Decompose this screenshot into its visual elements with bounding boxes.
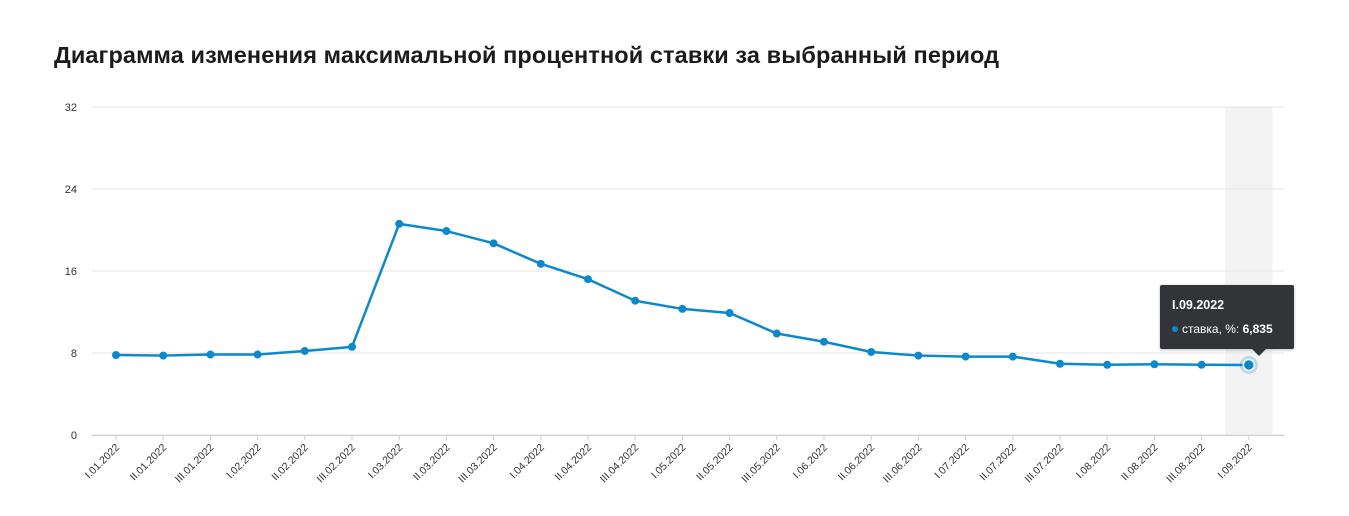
y-tick-label: 32 [65, 102, 77, 114]
data-point [489, 239, 498, 248]
data-point [678, 304, 687, 313]
data-point [631, 296, 640, 305]
data-point [584, 275, 592, 284]
data-point [253, 350, 262, 359]
x-tick-label: II.07.2022 [977, 442, 1019, 484]
x-tick-label: II.03.2022 [411, 442, 453, 484]
data-point [206, 350, 215, 359]
x-tick-label: I.07.2022 [932, 442, 972, 482]
x-tick-label: I.08.2022 [1074, 442, 1114, 482]
x-tick-label: I.05.2022 [649, 442, 689, 482]
tooltip-title: I.09.2022 [1172, 298, 1225, 312]
data-point [348, 342, 356, 351]
data-point [1008, 352, 1017, 361]
x-tick-label: II.06.2022 [836, 442, 878, 484]
data-point [867, 347, 876, 356]
x-tick-label: I.02.2022 [224, 442, 264, 482]
data-point [536, 259, 545, 268]
y-tick-label: 8 [71, 348, 77, 360]
x-tick-label: II.08.2022 [1119, 442, 1161, 484]
data-point-active [1242, 358, 1256, 372]
y-tick-label: 0 [71, 430, 77, 442]
data-point [300, 346, 309, 355]
tooltip-row: ставка, %: 6,835 [1172, 322, 1273, 336]
x-tick-label: III.06.2022 [881, 442, 925, 486]
data-point [1150, 360, 1159, 369]
series-dot-icon [1172, 326, 1178, 332]
data-point [1197, 360, 1206, 369]
x-tick-label: I.04.2022 [507, 442, 547, 482]
x-tick-label: I.09.2022 [1215, 442, 1255, 482]
data-point [961, 352, 970, 361]
tooltip-label: ставка, %: [1182, 322, 1240, 336]
data-point [914, 351, 923, 360]
x-tick-label: I.06.2022 [791, 442, 831, 482]
data-point [442, 227, 451, 236]
x-tick-label: III.04.2022 [598, 442, 642, 486]
x-tick-label: I.03.2022 [366, 442, 406, 482]
chart-title: Диаграмма изменения максимальной процент… [54, 42, 1000, 68]
y-tick-label: 24 [65, 184, 77, 196]
x-tick-label: III.05.2022 [739, 442, 783, 486]
x-tick-label: II.01.2022 [128, 442, 170, 484]
x-tick-label: III.03.2022 [456, 442, 500, 486]
x-tick-label: II.05.2022 [694, 442, 736, 484]
data-point [159, 351, 168, 360]
data-point [1103, 360, 1112, 369]
x-tick-label: III.01.2022 [173, 442, 217, 486]
tooltip: I.09.2022 ставка, %: 6,835 [1160, 285, 1294, 356]
x-tick-label: III.07.2022 [1023, 442, 1067, 486]
x-tick-label: III.02.2022 [315, 442, 359, 486]
x-tick-label: III.08.2022 [1164, 442, 1208, 486]
x-tick-label: I.01.2022 [83, 442, 123, 482]
tooltip-value: 6,835 [1242, 322, 1273, 336]
data-point [1056, 359, 1064, 368]
y-tick-label: 16 [65, 266, 77, 278]
data-point [395, 219, 404, 228]
data-point [725, 309, 734, 318]
x-tick-label: II.02.2022 [269, 442, 311, 484]
series-line [115, 222, 1249, 367]
data-point [772, 329, 781, 338]
data-point [112, 351, 120, 360]
x-tick-label: II.04.2022 [553, 442, 595, 484]
data-point [820, 337, 828, 346]
